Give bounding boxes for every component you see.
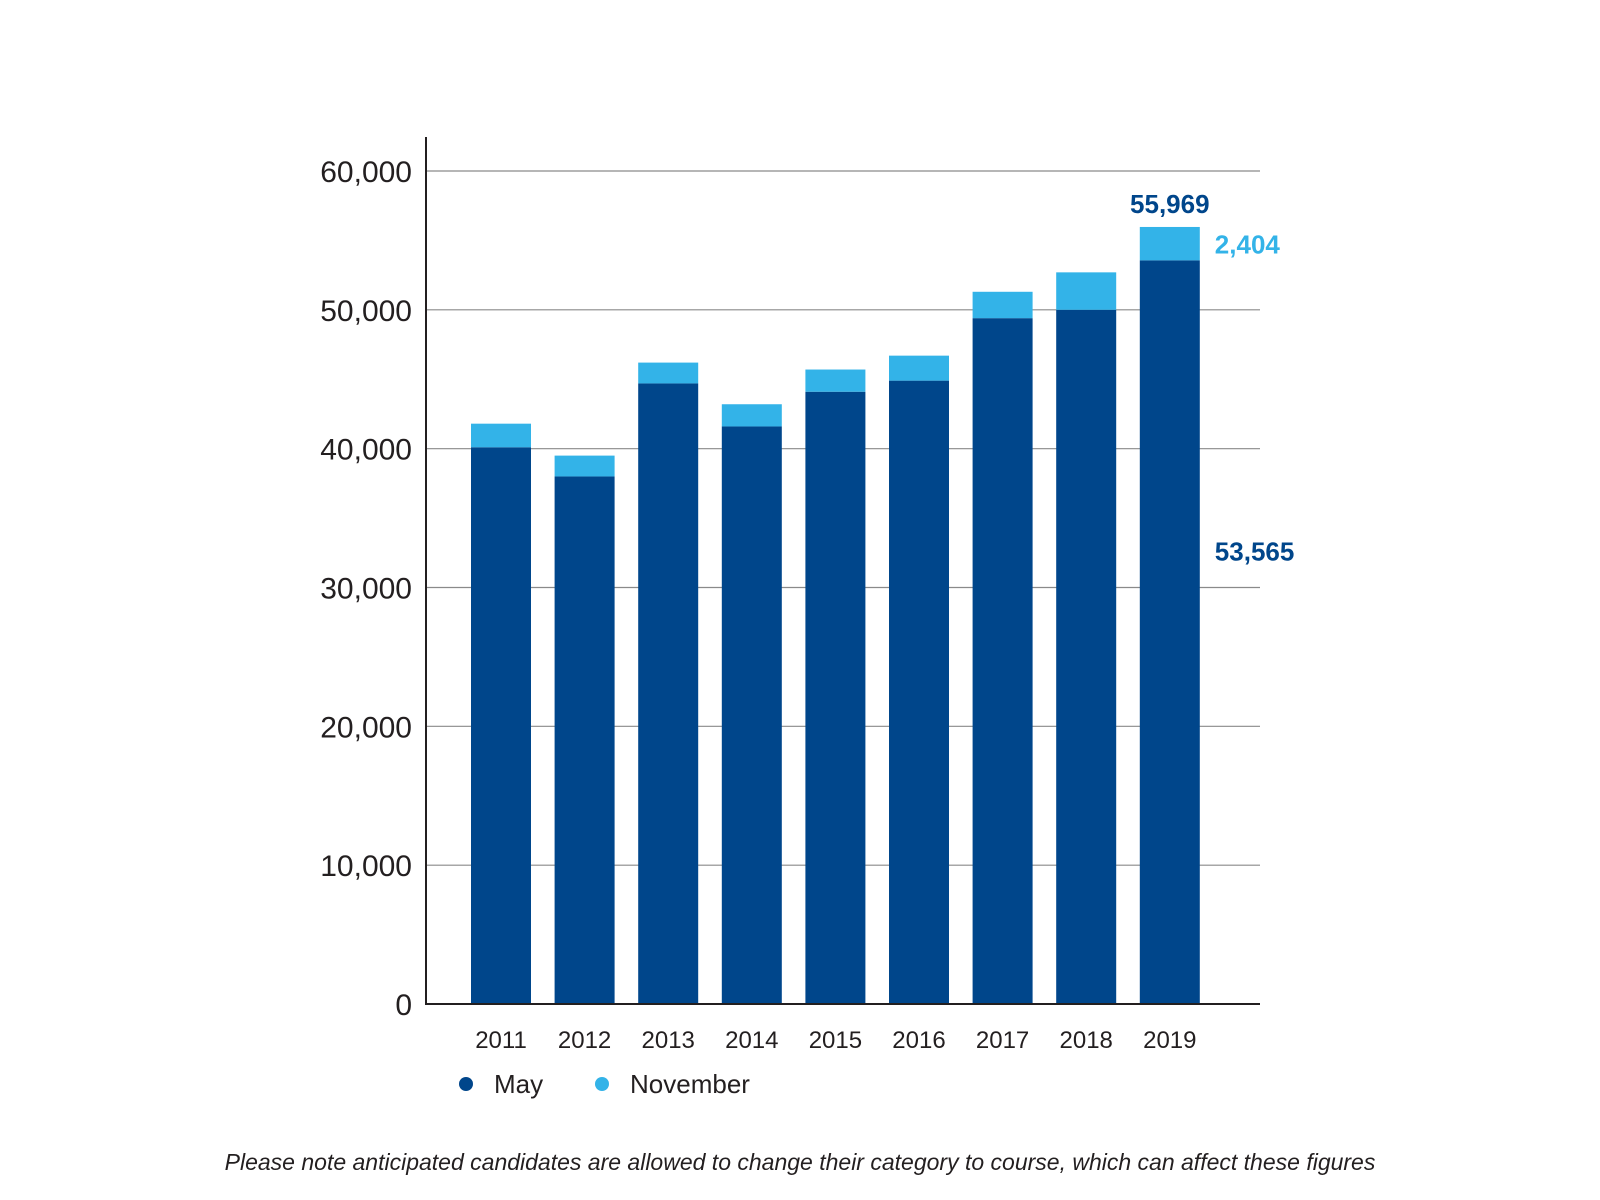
legend-label-november: November — [630, 1069, 750, 1099]
bar-may-2013 — [638, 383, 699, 1004]
x-tick-label: 2018 — [1060, 1027, 1113, 1054]
legend-marker-may — [459, 1077, 473, 1091]
bar-november-2012 — [554, 455, 615, 477]
x-tick-label: 2011 — [475, 1027, 527, 1054]
y-tick-label: 40,000 — [320, 434, 412, 467]
bar-may-2012 — [554, 476, 615, 1004]
y-tick-label: 0 — [395, 989, 412, 1022]
x-tick-label: 2015 — [809, 1027, 862, 1054]
y-tick-label: 50,000 — [320, 295, 412, 328]
bar-may-2016 — [889, 380, 949, 1005]
bar-november-2019 — [1139, 226, 1200, 261]
bars — [471, 226, 1200, 1005]
bar-november-2018 — [1056, 272, 1117, 310]
x-tick-label: 2016 — [892, 1027, 945, 1054]
bar-may-2019 — [1139, 260, 1200, 1005]
x-tick-label: 2013 — [642, 1027, 695, 1054]
bar-may-2017 — [972, 318, 1033, 1004]
bar-november-2017 — [972, 291, 1033, 319]
bar-may-2011 — [471, 447, 531, 1004]
bar-november-2014 — [721, 404, 782, 427]
legend-label-may: May — [494, 1069, 543, 1099]
y-tick-label: 10,000 — [320, 850, 412, 883]
y-tick-label: 30,000 — [320, 573, 412, 606]
footnote: Please note anticipated candidates are a… — [224, 1149, 1376, 1175]
bar-november-2016 — [889, 355, 949, 381]
bar-november-2015 — [805, 369, 866, 392]
bar-may-2018 — [1056, 309, 1117, 1004]
data-label-may-segment: 53,565 — [1215, 536, 1295, 566]
x-tick-label: 2014 — [725, 1027, 778, 1054]
bar-november-2011 — [471, 423, 531, 448]
bar-november-2013 — [638, 362, 699, 384]
x-tick-label: 2019 — [1143, 1027, 1196, 1054]
x-tick-label: 2017 — [976, 1027, 1029, 1054]
x-tick-label: 2012 — [558, 1027, 611, 1054]
legend: May November — [459, 1069, 750, 1099]
data-label-top: 55,969 — [1130, 189, 1210, 219]
y-tick-label: 60,000 — [320, 156, 412, 189]
legend-marker-november — [595, 1077, 609, 1091]
data-label-november-segment: 2,404 — [1215, 230, 1281, 260]
axes: 0 10,000 20,000 30,000 40,000 50,000 60,000 201… — [320, 137, 1260, 1054]
bar-may-2015 — [805, 391, 866, 1004]
y-tick-label: 20,000 — [320, 711, 412, 744]
bar-may-2014 — [721, 426, 782, 1004]
